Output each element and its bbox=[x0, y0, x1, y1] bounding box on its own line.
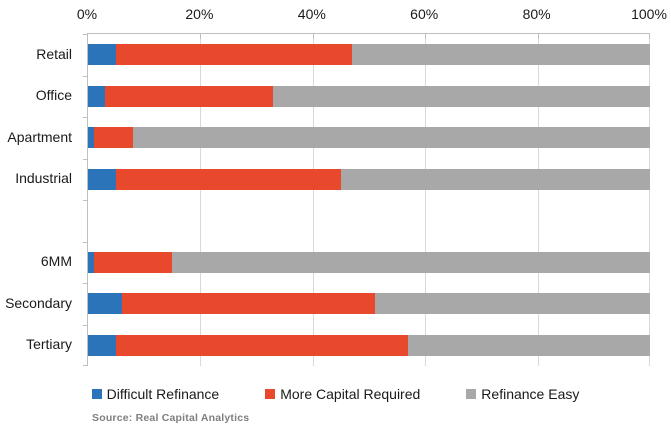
legend-item: More Capital Required bbox=[265, 386, 420, 402]
legend-swatch-icon bbox=[466, 389, 477, 399]
bar-segment bbox=[88, 293, 122, 315]
y-axis-tick bbox=[83, 117, 87, 118]
stacked-bar bbox=[88, 44, 650, 66]
y-axis-tick bbox=[83, 325, 87, 326]
gridline bbox=[425, 34, 426, 366]
x-axis-tick bbox=[538, 34, 539, 39]
gridline bbox=[649, 34, 650, 366]
y-tick-label: Tertiary bbox=[26, 336, 72, 353]
x-tick-label: 0% bbox=[76, 6, 98, 22]
x-tick-label: 20% bbox=[185, 6, 214, 22]
legend-item: Difficult Refinance bbox=[91, 386, 220, 402]
x-tick-label: 40% bbox=[297, 6, 326, 22]
bar-rows bbox=[88, 34, 650, 366]
stacked-bar bbox=[88, 210, 650, 231]
bar-segment bbox=[374, 293, 650, 315]
x-tick-label: 80% bbox=[522, 6, 551, 22]
gridline bbox=[200, 34, 201, 366]
bar-row bbox=[88, 325, 650, 367]
y-axis-tick bbox=[83, 365, 87, 366]
y-axis-tick bbox=[83, 159, 87, 160]
x-axis-tick bbox=[649, 34, 650, 39]
y-tick-label: 6MM bbox=[40, 253, 72, 270]
bar-segment bbox=[116, 334, 409, 356]
bar-segment bbox=[88, 127, 94, 149]
gridline bbox=[538, 34, 539, 366]
bar-row bbox=[88, 159, 650, 201]
bar-segment bbox=[116, 44, 353, 66]
bar-segment bbox=[93, 251, 173, 273]
stacked-bar bbox=[88, 85, 650, 107]
stacked-bar bbox=[88, 127, 650, 149]
legend: Difficult Refinance More Capital Required… bbox=[0, 386, 671, 402]
legend-label: Refinance Easy bbox=[481, 386, 580, 402]
bar-segment bbox=[88, 251, 94, 273]
bar-segment bbox=[88, 168, 117, 190]
bar-row bbox=[88, 242, 650, 284]
bar-segment bbox=[88, 85, 105, 107]
x-tick-label: 100% bbox=[631, 6, 667, 22]
y-axis-labels: Retail Office Apartment Industrial 6MM Second… bbox=[0, 33, 80, 365]
x-tick-label: 60% bbox=[410, 6, 439, 22]
bar-segment bbox=[121, 293, 375, 315]
bar-segment bbox=[116, 168, 341, 190]
x-axis-tick bbox=[200, 34, 201, 39]
x-axis-tick bbox=[313, 34, 314, 39]
bar-segment bbox=[273, 85, 650, 107]
bar-segment bbox=[93, 127, 133, 149]
bar-segment bbox=[172, 251, 650, 273]
stacked-bar bbox=[88, 251, 650, 273]
gridline bbox=[313, 34, 314, 366]
legend-swatch-icon bbox=[265, 389, 276, 399]
bar-row bbox=[88, 76, 650, 118]
bar-segment bbox=[340, 168, 650, 190]
bar-row bbox=[88, 117, 650, 159]
bar-segment bbox=[104, 85, 274, 107]
y-tick-label: Apartment bbox=[7, 128, 72, 145]
legend-swatch-icon bbox=[91, 389, 102, 399]
bar-row bbox=[88, 200, 650, 242]
legend-item: Refinance Easy bbox=[466, 386, 579, 402]
y-axis-tick bbox=[83, 283, 87, 284]
y-tick-label: Office bbox=[35, 87, 72, 104]
plot-area bbox=[83, 33, 650, 366]
y-axis-tick bbox=[83, 242, 87, 243]
bar-segment bbox=[88, 44, 117, 66]
x-axis: 0% 20% 40% 60% 80% 100% bbox=[0, 0, 671, 28]
source-note: Source: Real Capital Analytics bbox=[92, 412, 250, 424]
bar-segment bbox=[408, 334, 650, 356]
y-tick-label bbox=[0, 199, 80, 241]
bar-row bbox=[88, 34, 650, 76]
y-tick-label: Secondary bbox=[5, 294, 72, 311]
y-axis-tick bbox=[83, 200, 87, 201]
bar-segment bbox=[352, 44, 650, 66]
y-axis-tick bbox=[83, 76, 87, 77]
y-tick-label: Retail bbox=[36, 45, 72, 62]
bar-segment bbox=[132, 127, 650, 149]
legend-label: More Capital Required bbox=[280, 386, 421, 402]
legend-label: Difficult Refinance bbox=[106, 386, 220, 402]
stacked-bar bbox=[88, 334, 650, 356]
stacked-bar bbox=[88, 168, 650, 190]
bar-segment bbox=[88, 334, 117, 356]
y-tick-label: Industrial bbox=[15, 170, 72, 187]
stacked-bar bbox=[88, 293, 650, 315]
x-axis-tick bbox=[425, 34, 426, 39]
bar-row bbox=[88, 283, 650, 325]
y-axis-tick bbox=[83, 34, 87, 35]
